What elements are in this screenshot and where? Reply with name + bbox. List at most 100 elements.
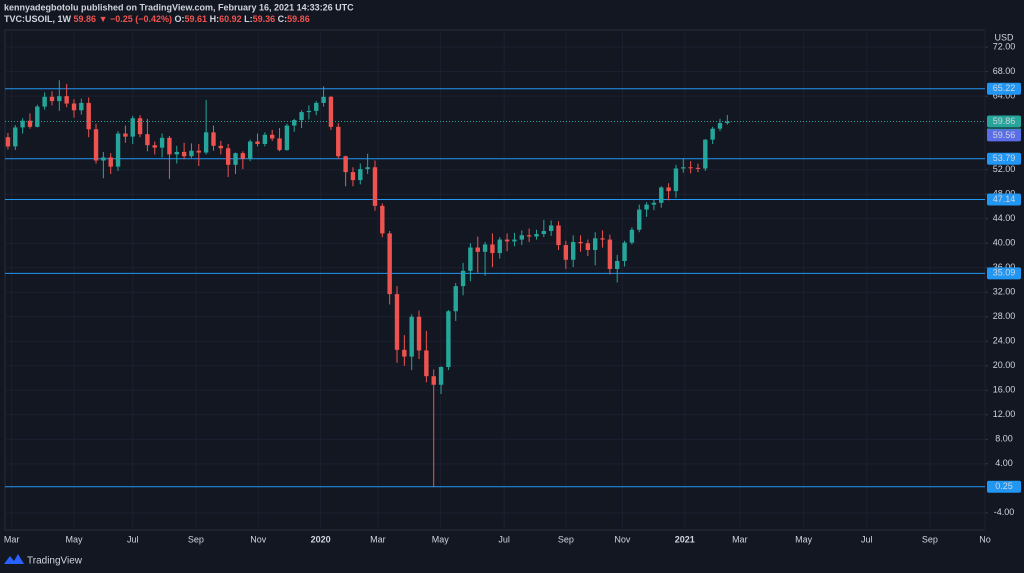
x-tick-label: Jul — [498, 534, 510, 544]
x-tick-label: Jul — [127, 534, 139, 544]
candle-body — [79, 102, 84, 111]
candle-body — [174, 151, 179, 155]
candle-body — [277, 138, 282, 151]
unit: USD — [994, 32, 1014, 42]
last-price-label-box — [987, 115, 1021, 128]
candle-body — [424, 350, 429, 377]
candle-body — [35, 106, 40, 127]
candle-body — [64, 96, 69, 104]
y-tick-label: 12.00 — [993, 409, 1016, 419]
candle-body — [387, 233, 392, 295]
candle-body — [189, 150, 194, 157]
brand: TradingView — [27, 556, 83, 567]
symbol: TVC:USOIL, 1W — [4, 14, 72, 24]
candle-body — [615, 261, 620, 269]
candle-body — [534, 234, 539, 237]
candle-body — [607, 239, 613, 269]
y-tick-label: 8.00 — [995, 434, 1013, 444]
change: ▼ −0.25 (−0.42%) — [99, 14, 172, 24]
candle-body — [211, 132, 216, 146]
x-tick-label: Mar — [732, 534, 748, 544]
candle-body — [358, 169, 363, 181]
logo — [4, 554, 24, 564]
x-tick-label: May — [432, 534, 450, 544]
candle-body — [438, 367, 444, 385]
candle-body — [453, 286, 458, 312]
candle-body — [409, 316, 414, 357]
y-tick-label: 24.00 — [993, 336, 1016, 346]
publisher: kennyadegbotolu published on TradingView… — [4, 2, 354, 12]
y-tick-label: 20.00 — [993, 360, 1016, 370]
candle-body — [468, 247, 473, 271]
candle-body — [380, 205, 385, 234]
candle-body — [673, 168, 679, 192]
candle-body — [13, 127, 18, 147]
candle-body — [321, 96, 326, 103]
x-tick-label: Mar — [370, 534, 386, 544]
y-tick-label: 32.00 — [993, 287, 1016, 297]
candle-body — [343, 156, 348, 173]
y-tick-label: 16.00 — [993, 385, 1016, 395]
x-tick-label: Nov — [250, 534, 267, 544]
x-tick-label: 2020 — [311, 534, 331, 544]
x-tick-label: 2021 — [675, 534, 695, 544]
x-tick-label: May — [65, 534, 83, 544]
y-tick-label: 68.00 — [993, 66, 1016, 76]
candle-body — [57, 96, 62, 102]
candle-body — [101, 157, 106, 161]
h-label: H: — [210, 14, 220, 24]
candle-body — [717, 123, 723, 129]
plot-area — [4, 29, 986, 531]
l-label: L: — [244, 14, 253, 24]
candle-body — [541, 230, 547, 235]
y-tick-label: -4.00 — [994, 507, 1015, 517]
candle-body — [42, 96, 47, 107]
candle-body — [152, 145, 157, 148]
c-value: 59.86 — [287, 14, 310, 24]
candle-body — [93, 129, 99, 161]
y-tick-label: 72.00 — [993, 42, 1016, 52]
candle-body — [86, 102, 91, 130]
candle-body — [578, 242, 583, 244]
candle-body — [563, 245, 569, 260]
candle-body — [600, 238, 605, 240]
candle-body — [394, 294, 400, 350]
candle-body — [512, 239, 517, 242]
level-label-box — [987, 267, 1021, 280]
x-tick-label: Sep — [922, 534, 938, 544]
last: 59.86 — [74, 14, 97, 24]
candle-body — [519, 235, 524, 240]
o-value: 59.61 — [185, 14, 208, 24]
candle-body — [336, 126, 341, 157]
candle-body — [688, 167, 693, 169]
y-tick-label: 44.00 — [993, 213, 1016, 223]
candle-body — [350, 172, 356, 181]
candle-body — [130, 118, 135, 137]
candle-body — [270, 134, 275, 139]
x-tick-label: Mar — [4, 534, 20, 544]
candle-body — [504, 239, 510, 242]
h-value: 60.92 — [219, 14, 242, 24]
y-tick-label: 64.00 — [993, 91, 1016, 101]
candle-body — [71, 103, 77, 111]
candle-body — [284, 125, 290, 151]
candle-body — [637, 209, 642, 230]
candle-body — [137, 118, 143, 135]
candle-body — [372, 167, 378, 206]
x-tick-label: No — [979, 534, 991, 544]
x-tick-label: Sep — [188, 534, 204, 544]
level-label-box — [987, 480, 1021, 493]
candle-body — [292, 120, 297, 126]
level-label: 47.14 — [993, 194, 1016, 204]
l-value: 59.36 — [253, 14, 276, 24]
y-tick-label: 52.00 — [993, 164, 1016, 174]
candle-body — [651, 202, 657, 205]
candle-body — [145, 134, 150, 146]
candle-body — [181, 151, 187, 157]
level-label-box — [987, 82, 1021, 95]
candle-body — [526, 235, 532, 237]
candle-body — [225, 148, 231, 165]
candle-body — [585, 243, 591, 250]
candle-body — [167, 137, 172, 155]
